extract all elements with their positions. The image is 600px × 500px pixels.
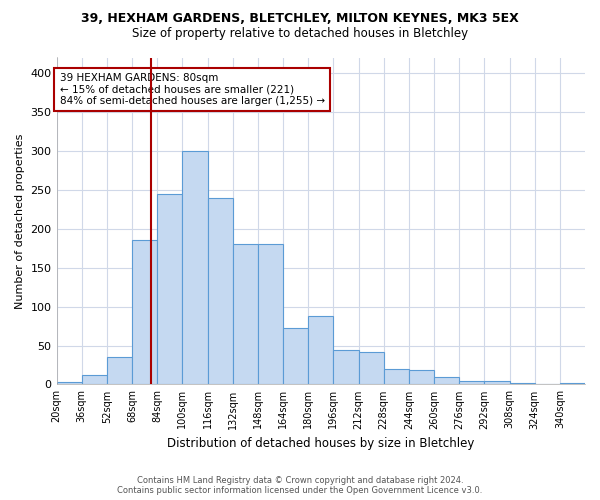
Bar — [334, 350, 359, 384]
Bar — [157, 194, 182, 384]
Bar — [560, 383, 585, 384]
Bar — [308, 316, 334, 384]
Bar — [509, 383, 535, 384]
Bar — [208, 198, 233, 384]
Bar — [484, 380, 509, 384]
X-axis label: Distribution of detached houses by size in Bletchley: Distribution of detached houses by size … — [167, 437, 475, 450]
Text: 39, HEXHAM GARDENS, BLETCHLEY, MILTON KEYNES, MK3 5EX: 39, HEXHAM GARDENS, BLETCHLEY, MILTON KE… — [81, 12, 519, 26]
Bar — [359, 352, 383, 384]
Text: 39 HEXHAM GARDENS: 80sqm
← 15% of detached houses are smaller (221)
84% of semi-: 39 HEXHAM GARDENS: 80sqm ← 15% of detach… — [59, 73, 325, 106]
Text: Contains HM Land Registry data © Crown copyright and database right 2024.
Contai: Contains HM Land Registry data © Crown c… — [118, 476, 482, 495]
Bar — [132, 240, 157, 384]
Bar — [233, 244, 258, 384]
Bar — [182, 151, 208, 384]
Bar — [283, 328, 308, 384]
Y-axis label: Number of detached properties: Number of detached properties — [15, 134, 25, 308]
Bar — [258, 244, 283, 384]
Text: Size of property relative to detached houses in Bletchley: Size of property relative to detached ho… — [132, 28, 468, 40]
Bar — [82, 375, 107, 384]
Bar — [409, 370, 434, 384]
Bar — [383, 369, 409, 384]
Bar — [107, 357, 132, 384]
Bar — [434, 376, 459, 384]
Bar — [459, 380, 484, 384]
Bar — [56, 382, 82, 384]
